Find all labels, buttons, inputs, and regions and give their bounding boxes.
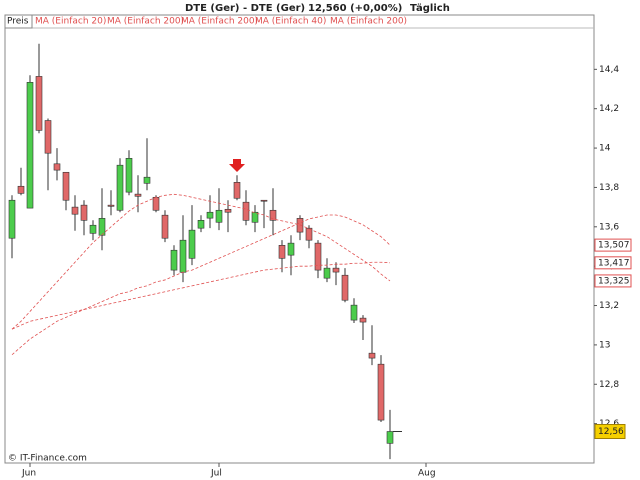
legend-entry: MA (Einfach 40) bbox=[255, 17, 326, 27]
candle-body bbox=[80, 204, 88, 221]
candle-body bbox=[287, 242, 295, 256]
candle-body bbox=[179, 239, 187, 273]
candle-body bbox=[260, 199, 268, 202]
candle-body bbox=[35, 76, 43, 131]
chart-title: DTE (Ger) - DTE (Ger) bbox=[185, 3, 305, 14]
candle-body bbox=[332, 267, 340, 273]
candle-body bbox=[224, 208, 232, 213]
y-tick-label: 13 bbox=[599, 340, 610, 350]
candle-body bbox=[233, 182, 241, 199]
candle-body bbox=[170, 249, 178, 271]
ma-line bbox=[11, 214, 391, 356]
candle-body bbox=[62, 171, 70, 201]
close-label: 12,56 bbox=[598, 427, 624, 437]
candle-body bbox=[161, 214, 169, 239]
candle-body bbox=[215, 209, 223, 223]
ma-last-label: 13,325 bbox=[598, 276, 630, 286]
candle-body bbox=[26, 82, 34, 209]
x-tick-label: Aug bbox=[418, 469, 436, 479]
candle-body bbox=[386, 431, 394, 444]
candle-body bbox=[359, 317, 367, 323]
x-tick-label: Jun bbox=[21, 469, 36, 479]
plot-frame bbox=[4, 14, 595, 464]
candle-body bbox=[89, 224, 97, 234]
ma-last-label: 13,507 bbox=[598, 241, 630, 251]
legend-entry: MA (Einfach 200) bbox=[181, 17, 258, 27]
ma-last-box bbox=[594, 274, 632, 288]
candle-body bbox=[152, 196, 160, 211]
y-tick-label: 13,6 bbox=[599, 222, 619, 232]
last-price: 12,560 (+0,00%) bbox=[308, 3, 402, 14]
candle-body bbox=[314, 242, 322, 271]
candle-body bbox=[305, 227, 313, 241]
y-tick-label: 14 bbox=[599, 144, 611, 154]
ma-last-box bbox=[594, 256, 632, 270]
candle-body bbox=[251, 211, 259, 223]
candle-body bbox=[368, 352, 376, 359]
x-tick-label: Jul bbox=[210, 469, 222, 479]
candle-body bbox=[377, 363, 385, 421]
candle-body bbox=[98, 218, 106, 236]
y-tick-label: 13,8 bbox=[599, 183, 619, 193]
y-tick-label: 14,2 bbox=[599, 104, 619, 114]
candle-body bbox=[53, 163, 61, 171]
candle-body bbox=[125, 158, 133, 193]
candle-body bbox=[278, 245, 286, 259]
candle-body bbox=[116, 164, 124, 211]
candle-body bbox=[197, 220, 205, 229]
candle-body bbox=[350, 304, 358, 321]
ma-line bbox=[11, 193, 391, 330]
legend-entry: MA (Einfach 20) bbox=[35, 17, 106, 27]
source: © IT-Finance.com bbox=[8, 454, 87, 464]
legend-box bbox=[4, 14, 33, 29]
candle-body bbox=[134, 193, 142, 197]
candle-body bbox=[71, 206, 79, 215]
ma-line bbox=[11, 261, 391, 330]
candle-body bbox=[269, 209, 277, 221]
candle-body bbox=[8, 199, 16, 239]
legend-entry: Preis bbox=[7, 17, 29, 27]
legend-entry: MA (Einfach 200) bbox=[330, 17, 407, 27]
candle-body bbox=[188, 229, 196, 259]
candle-body bbox=[17, 185, 25, 194]
candle-body bbox=[206, 211, 214, 219]
ma-last-label: 13,417 bbox=[598, 258, 630, 268]
candle-body bbox=[242, 201, 250, 221]
y-tick-label: 14,4 bbox=[599, 65, 619, 75]
y-tick-label: 12,8 bbox=[599, 380, 619, 390]
period: Täglich bbox=[410, 3, 450, 14]
candle-body bbox=[323, 267, 331, 279]
candle-body bbox=[44, 120, 52, 154]
y-tick-label: 13,2 bbox=[599, 301, 619, 311]
legend-entry: MA (Einfach 200) bbox=[107, 17, 184, 27]
candle-body bbox=[107, 204, 115, 207]
candle-body bbox=[143, 176, 151, 184]
signal-arrow bbox=[229, 159, 245, 172]
candle-body bbox=[341, 274, 349, 301]
ma-last-box bbox=[594, 238, 632, 252]
close-box bbox=[594, 424, 626, 440]
